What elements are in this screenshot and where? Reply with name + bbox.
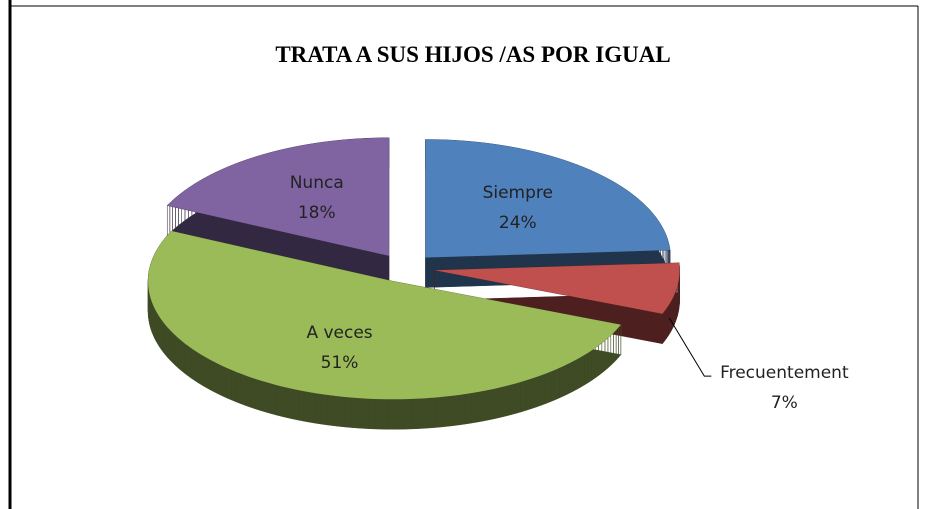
slice: [167, 137, 389, 256]
value-label: 18%: [298, 203, 336, 223]
value-label: 51%: [321, 353, 359, 373]
category-label: Siempre: [483, 183, 553, 203]
category-label: Nunca: [290, 173, 344, 193]
slice: [148, 231, 621, 400]
slice: [425, 139, 671, 258]
category-label: A veces: [306, 323, 372, 343]
slice: [434, 262, 680, 314]
labels: Siempre 24% Frecuentement 7% A veces 51% Nunca…: [290, 173, 849, 413]
category-label: Frecuentement: [720, 363, 849, 383]
pie: [147, 137, 680, 430]
leader-line: [668, 317, 712, 377]
value-label: 24%: [499, 213, 537, 233]
chart-title: TRATA A SUS HIJOS /AS POR IGUAL: [275, 42, 670, 67]
value-label: 7%: [771, 393, 798, 413]
